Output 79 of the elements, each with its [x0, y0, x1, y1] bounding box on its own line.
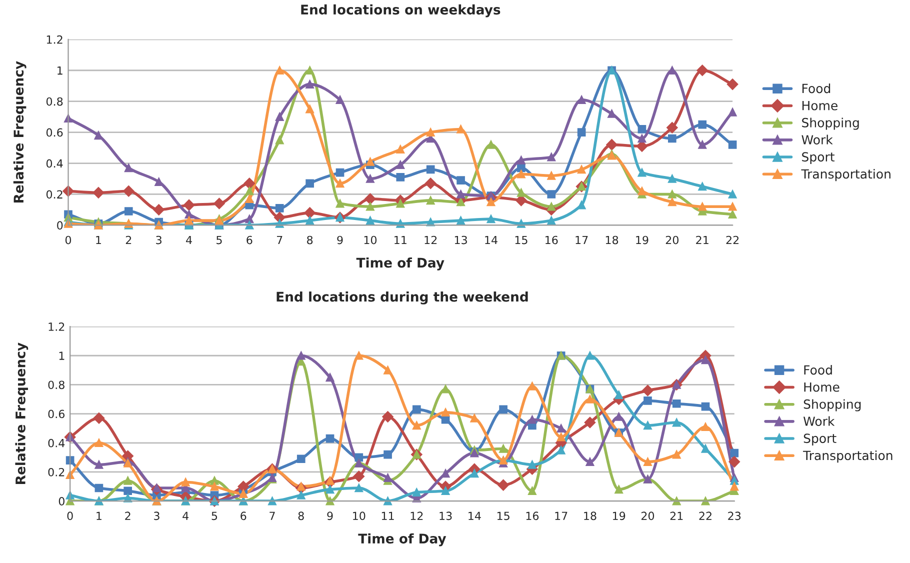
x-tick-label: 21	[670, 512, 683, 520]
x-tick-label: 8	[298, 512, 304, 520]
y-tick-label: 0.4	[46, 159, 63, 168]
x-tick-label: 5	[212, 512, 218, 520]
x-tick-label: 5	[216, 236, 222, 244]
x-tick-label: 14	[468, 512, 481, 520]
y-tick-label: 1	[59, 352, 64, 360]
x-tick-label: 17	[576, 236, 588, 244]
y-axis-title: Relative Frequency	[15, 342, 28, 484]
x-tick-label: 7	[270, 512, 275, 520]
y-tick-label: 0	[58, 497, 64, 506]
chart-title: End locations during the weekend	[276, 292, 528, 304]
x-tick-label: 6	[240, 512, 246, 520]
x-tick-label: 0	[65, 236, 72, 244]
x-tick-label: 9	[337, 236, 343, 244]
legend-label: Sport	[802, 152, 834, 164]
x-tick-label: 2	[125, 512, 130, 520]
legend-label: Home	[802, 100, 838, 110]
x-tick-label: 15	[515, 236, 528, 244]
x-tick-label: 7	[276, 236, 282, 244]
y-tick-label: 0.2	[48, 468, 64, 476]
x-tick-label: 12	[424, 236, 437, 244]
x-tick-label: 17	[555, 512, 568, 520]
x-tick-label: 0	[67, 512, 73, 520]
x-tick-label: 13	[454, 236, 467, 244]
y-tick-label: 0	[57, 221, 63, 230]
y-axis-title: Relative Frequency	[13, 61, 26, 202]
x-axis-title: Time of Day	[358, 533, 446, 546]
x-tick-label: 2	[126, 236, 132, 244]
legend-label: Transportation	[801, 169, 890, 182]
y-tick-label: 0.6	[48, 410, 65, 418]
legend-label: Shopping	[804, 399, 861, 412]
x-tick-label: 9	[327, 512, 333, 520]
x-tick-label: 22	[699, 512, 712, 520]
legend-label: Food	[802, 84, 830, 94]
legend-label: Shopping	[802, 118, 859, 130]
y-tick-label: 1	[58, 66, 62, 75]
x-tick-label: 1	[96, 236, 101, 244]
x-tick-label: 3	[156, 236, 162, 244]
x-tick-label: 6	[246, 236, 252, 244]
x-tick-label: 11	[382, 512, 394, 520]
x-axis-title: Time of Day	[356, 257, 444, 270]
x-tick-label: 18	[606, 236, 618, 244]
legend-label: Work	[802, 134, 833, 144]
legend-label: Sport	[804, 434, 836, 446]
y-tick-label: 0.4	[48, 438, 65, 448]
x-tick-label: 16	[546, 236, 558, 244]
x-tick-label: 10	[353, 512, 366, 520]
chart-title: End locations on weekdays	[301, 4, 500, 18]
legend-label: Transportation	[803, 450, 892, 463]
y-tick-label: 0.8	[48, 380, 64, 390]
x-tick-label: 1	[96, 512, 102, 520]
y-tick-label: 1.2	[46, 35, 62, 44]
x-tick-label: 20	[666, 236, 678, 244]
x-tick-label: 15	[497, 512, 510, 520]
x-tick-label: 19	[636, 236, 648, 244]
x-tick-label: 10	[364, 236, 377, 244]
x-tick-label: 20	[641, 512, 654, 520]
y-tick-label: 1.2	[48, 322, 64, 331]
x-tick-label: 19	[612, 512, 626, 520]
x-tick-label: 12	[410, 512, 423, 520]
x-tick-label: 3	[154, 512, 160, 520]
y-tick-label: 0.8	[46, 97, 63, 106]
x-tick-label: 4	[186, 236, 192, 244]
x-tick-label: 16	[526, 512, 539, 520]
x-tick-label: 18	[584, 512, 596, 520]
x-tick-label: 23	[728, 512, 741, 520]
y-tick-label: 0.2	[46, 190, 62, 199]
x-tick-label: 14	[485, 236, 498, 244]
x-tick-label: 8	[307, 236, 313, 244]
x-tick-label: 11	[394, 236, 406, 244]
legend-label: Food	[804, 365, 832, 375]
legend-label: Home	[804, 382, 840, 392]
legend-label: Work	[803, 416, 835, 426]
y-tick-label: 0.6	[46, 128, 63, 137]
x-tick-label: 22	[726, 236, 739, 244]
x-tick-label: 13	[440, 512, 452, 520]
x-tick-label: 21	[696, 236, 708, 244]
x-tick-label: 4	[182, 512, 189, 520]
